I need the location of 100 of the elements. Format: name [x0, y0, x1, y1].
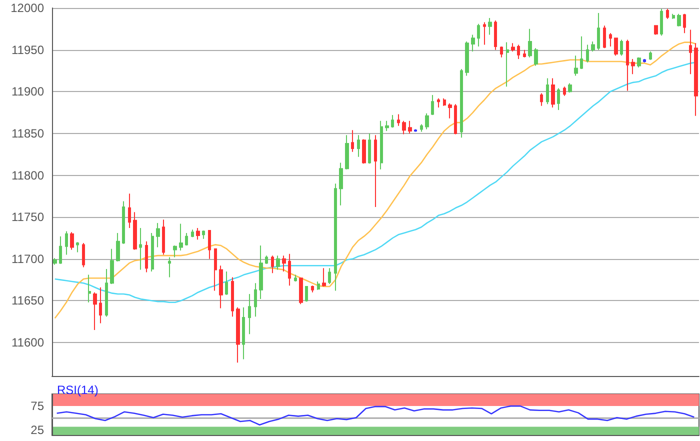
candlestick: [185, 232, 188, 246]
candlestick: [523, 49, 526, 58]
candlestick: [88, 274, 91, 303]
candlestick: [637, 56, 641, 68]
candlestick: [259, 245, 263, 300]
candlestick: [374, 134, 377, 208]
candlestick: [76, 242, 79, 253]
candlestick: [242, 306, 245, 360]
candlestick: [231, 276, 234, 318]
candlestick: [683, 13, 686, 34]
candlestick: [511, 42, 515, 52]
candlestick: [271, 255, 274, 274]
candlestick: [105, 268, 108, 318]
candlestick: [385, 120, 389, 132]
y-tick-label: 75: [30, 399, 44, 414]
candlestick: [483, 22, 486, 46]
candlestick: [603, 25, 606, 49]
candlestick: [586, 44, 589, 63]
candlestick: [402, 120, 406, 135]
y-tick-label: 11750: [12, 210, 44, 224]
candlestick: [643, 58, 646, 63]
candlestick: [500, 46, 503, 58]
candlestick: [506, 42, 509, 88]
candlestick: [666, 8, 669, 20]
candlestick: [546, 78, 549, 105]
candlestick: [116, 232, 120, 262]
candlestick: [551, 78, 555, 108]
candlestick: [431, 94, 434, 116]
candlestick: [59, 236, 62, 264]
candlestick: [694, 42, 698, 116]
candlestick: [311, 285, 314, 293]
candlestick: [236, 306, 240, 364]
candlestick: [380, 120, 383, 170]
candlestick: [225, 270, 228, 296]
candlestick: [391, 114, 394, 128]
candlestick: [362, 138, 366, 164]
candlestick: [133, 212, 137, 250]
candlestick: [294, 274, 297, 282]
candlestick: [334, 183, 337, 292]
y-tick-label: 12000: [10, 1, 44, 15]
line-series: [56, 405, 695, 426]
candlestick: [649, 50, 652, 60]
candlestick: [345, 134, 349, 170]
candlestick: [563, 86, 566, 96]
candlestick: [494, 20, 497, 50]
candlestick: [465, 40, 469, 76]
candlestick: [517, 44, 520, 60]
candlestick: [173, 245, 177, 258]
y-tick-label: 11800: [12, 168, 44, 182]
candlestick: [477, 23, 480, 47]
candlestick: [53, 258, 57, 266]
candlestick: [357, 134, 360, 158]
candlestick: [299, 278, 303, 305]
candlestick: [689, 29, 692, 75]
candlestick: [614, 38, 618, 56]
candlestick: [488, 18, 492, 36]
candlestick: [677, 13, 681, 27]
candlestick: [660, 8, 663, 36]
candlestick: [219, 265, 223, 309]
candlestick: [460, 68, 463, 138]
candlestick: [368, 132, 371, 164]
candlestick: [408, 120, 412, 134]
candlestick: [276, 255, 280, 270]
candlestick: [580, 36, 583, 70]
y-tick-label: 25: [30, 423, 44, 438]
candlestick: [265, 255, 268, 264]
candlestick: [110, 248, 114, 284]
candlestick: [568, 82, 572, 93]
candlestick: [397, 114, 400, 126]
candlestick: [168, 256, 171, 278]
candlestick: [448, 102, 452, 119]
candlestick: [82, 242, 85, 268]
candlestick: [70, 232, 74, 250]
candlestick: [162, 219, 165, 256]
candlestick: [282, 255, 286, 272]
candlestick: [139, 227, 142, 270]
y-tick-label: 11950: [12, 42, 44, 57]
candlestick: [191, 229, 194, 238]
candlestick: [122, 200, 125, 244]
candlestick: [305, 286, 308, 302]
candlestick: [534, 48, 538, 66]
candlestick: [288, 253, 291, 286]
candlestick: [591, 40, 595, 52]
candlestick: [339, 162, 343, 206]
candlestick: [317, 280, 320, 290]
y-tick-label: 11700: [12, 252, 44, 266]
candlestick: [214, 248, 217, 292]
candlestick: [179, 223, 183, 252]
candlestick: [145, 240, 148, 273]
candlestick: [654, 25, 658, 36]
candlestick: [420, 124, 423, 132]
candlestick: [202, 230, 205, 240]
candlestick: [156, 222, 160, 248]
candlestick: [196, 227, 200, 240]
y-tick-label: 11600: [12, 336, 44, 350]
candlestick: [351, 130, 354, 152]
candlestick: [609, 32, 612, 47]
candlestick: [437, 98, 440, 108]
candlestick: [672, 13, 675, 20]
candlestick: [471, 34, 475, 52]
